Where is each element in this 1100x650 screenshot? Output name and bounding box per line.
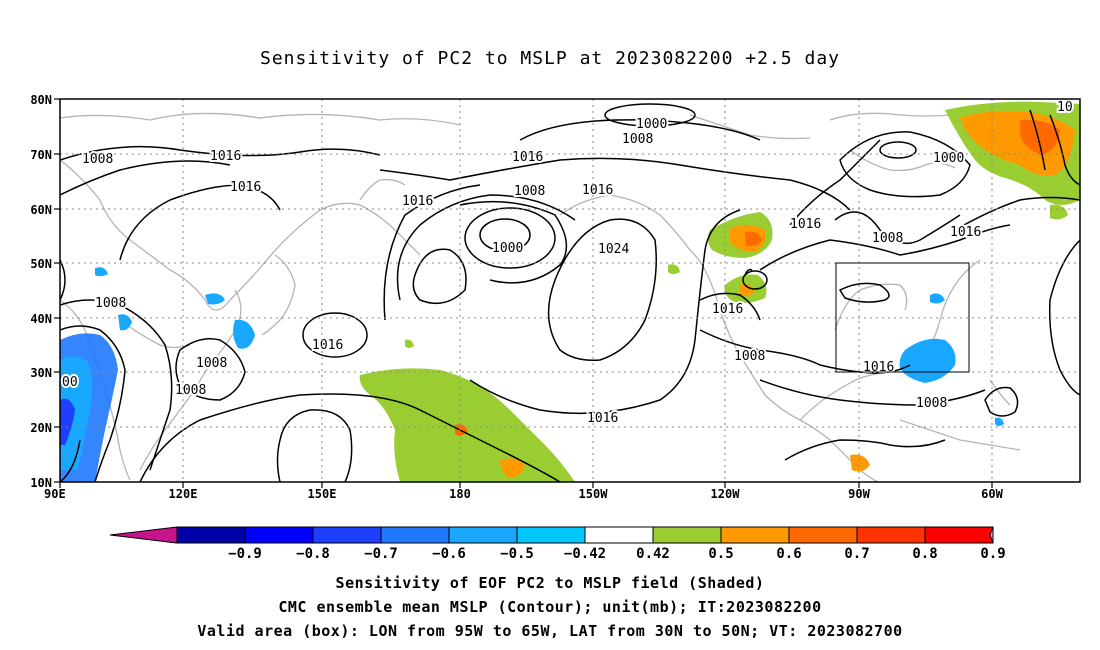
lat-label-80n: 80N <box>30 93 52 107</box>
contour-label-1008-aleutian: 1008 <box>514 184 545 199</box>
valid-area-box <box>835 262 970 373</box>
sensitivity-shading <box>60 101 1080 482</box>
contour-label-1016-atlantic: 1016 <box>950 225 981 240</box>
colorbar-segment <box>856 526 926 544</box>
lat-label-60n: 60N <box>30 203 52 217</box>
caption-contour: CMC ensemble mean MSLP (Contour); unit(m… <box>278 598 822 616</box>
lon-label-60w: 60W <box>981 487 1003 501</box>
colorbar-tick-label: 0.9 <box>980 546 1005 562</box>
contour-label-1016-northpacific: 1016 <box>512 150 543 165</box>
colorbar-segment <box>448 526 518 544</box>
contour-label-1008-mexico: 1008 <box>734 349 765 364</box>
map-title: Sensitivity of PC2 to MSLP at 2023082200… <box>259 48 840 69</box>
colorbar-tick-label: 0.5 <box>708 546 733 562</box>
colorbar-segment <box>312 526 382 544</box>
lat-label-50n: 50N <box>30 257 52 271</box>
contour-label-1016-bering: 1016 <box>402 194 433 209</box>
contour-label-1008-siberia: 1008 <box>82 152 113 167</box>
latitude-labels: 80N 70N 60N 50N 40N 30N 20N 10N <box>30 93 52 490</box>
contour-label-00-india: 00 <box>62 375 78 390</box>
latitude-ticks <box>54 98 60 483</box>
colorbar-tick-label: −0.42 <box>564 546 606 562</box>
colorbar: −0.9 −0.8 −0.7 −0.6 −0.5 −0.42 0.42 0.5 0.6 0.7 0.… <box>109 526 1006 562</box>
colorbar-segment <box>652 526 722 544</box>
caption-shaded: Sensitivity of EOF PC2 to MSLP field (Sh… <box>335 574 765 592</box>
lon-label-120e: 120E <box>169 487 198 501</box>
contour-label-1008-korea: 1008 <box>196 356 227 371</box>
gridlines <box>60 99 1080 482</box>
colorbar-segment <box>380 526 450 544</box>
colorbar-segment <box>924 526 994 544</box>
contour-label-1016-subtropical: 1016 <box>587 411 618 426</box>
colorbar-low-extension <box>109 526 178 544</box>
contour-label-1016-siberia-inner: 1016 <box>230 180 261 195</box>
lat-label-30n: 30N <box>30 366 52 380</box>
colorbar-tick-label: −0.5 <box>500 546 534 562</box>
colorbar-segment <box>244 526 314 544</box>
colorbar-segment <box>720 526 790 544</box>
colorbar-tick-label: 0.7 <box>844 546 869 562</box>
colorbar-segment <box>516 526 586 544</box>
colorbar-tick-label: −0.9 <box>228 546 262 562</box>
longitude-ticks <box>59 482 993 488</box>
contour-label-10-corner: 10 <box>1057 100 1073 115</box>
caption-valid-area: Valid area (box): LON from 95W to 65W, L… <box>197 622 903 640</box>
contour-label-1008-china: 1008 <box>95 296 126 311</box>
longitude-labels: 90E 120E 150E 180 150W 120W 90W 60W <box>44 487 1004 501</box>
contour-label-1000-aleutian: 1000 <box>492 241 523 256</box>
lat-label-70n: 70N <box>30 148 52 162</box>
colorbar-segment <box>788 526 858 544</box>
contour-label-1000-arctic: 1000 <box>636 117 667 132</box>
lat-label-20n: 20N <box>30 421 52 435</box>
lon-label-180: 180 <box>449 487 471 501</box>
colorbar-segment <box>176 526 246 544</box>
colorbar-tick-label: 0.8 <box>912 546 937 562</box>
mslp-contours <box>60 103 1080 482</box>
plot-frame <box>59 98 1081 483</box>
contour-label-1008-labrador: 1008 <box>872 231 903 246</box>
contour-label-1016-gulf: 1016 <box>863 360 894 375</box>
contour-label-1008-arctic: 1008 <box>622 132 653 147</box>
contour-label-1008-southchina: 1008 <box>175 383 206 398</box>
contour-label-1016-westpacific: 1016 <box>312 338 343 353</box>
plot-area <box>60 99 1080 482</box>
lon-label-90e: 90E <box>44 487 66 501</box>
contour-label-1016-alaska: 1016 <box>582 183 613 198</box>
contour-label-1024-high: 1024 <box>598 242 629 257</box>
colorbar-high-extension <box>989 526 994 544</box>
contour-label-1008-caribbean: 1008 <box>916 396 947 411</box>
contour-label-1016-siberia: 1016 <box>210 149 241 164</box>
colorbar-tick-label: −0.7 <box>364 546 398 562</box>
contour-label-1016-uswest: 1016 <box>712 302 743 317</box>
colorbar-tick-label: −0.8 <box>296 546 330 562</box>
lon-label-90w: 90W <box>848 487 870 501</box>
contour-labels: 1000 1008 1008 1016 1016 1016 1016 1016 … <box>60 99 1075 428</box>
colorbar-tick-label: −0.6 <box>432 546 466 562</box>
contour-label-1000-hudson: 1000 <box>933 151 964 166</box>
colorbar-segment <box>584 526 654 544</box>
colorbar-tick-label: 0.42 <box>636 546 670 562</box>
colorbar-tick-label: 0.6 <box>776 546 801 562</box>
contour-label-1016-canada: 1016 <box>790 217 821 232</box>
lat-label-40n: 40N <box>30 312 52 326</box>
lon-label-150w: 150W <box>579 487 609 501</box>
lon-label-150e: 150E <box>308 487 337 501</box>
lon-label-120w: 120W <box>711 487 741 501</box>
lat-label-10n: 10N <box>30 476 52 490</box>
